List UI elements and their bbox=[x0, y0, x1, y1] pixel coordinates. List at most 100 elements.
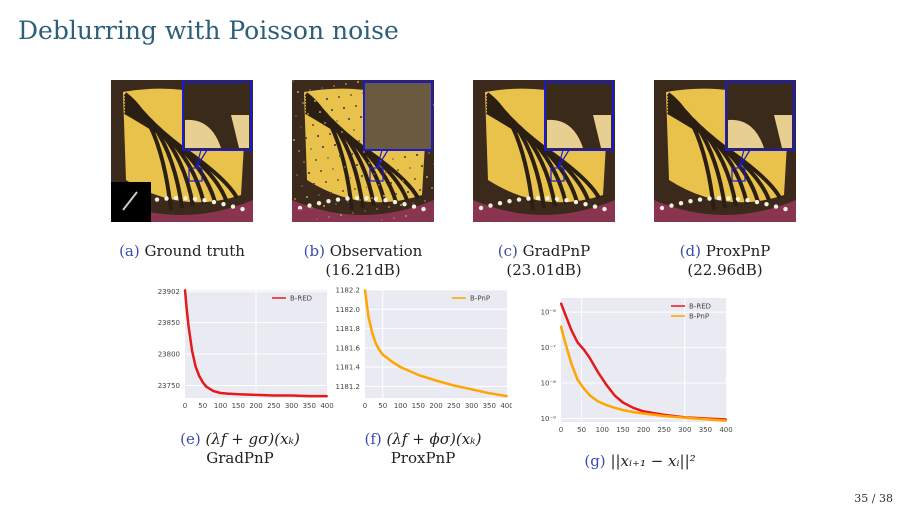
data-point bbox=[205, 385, 208, 388]
inset-yellow bbox=[774, 115, 792, 148]
x-tick-label: 200 bbox=[637, 426, 650, 434]
caption-text: Ground truth bbox=[144, 242, 245, 260]
x-tick-label: 250 bbox=[657, 426, 670, 434]
slide-title: Deblurring with Poisson noise bbox=[18, 16, 399, 45]
caption-label: (g) bbox=[584, 452, 606, 470]
zoom-region-box bbox=[188, 167, 203, 182]
noise-pixel bbox=[350, 94, 352, 96]
plot-area bbox=[559, 298, 727, 422]
noise-pixel bbox=[297, 91, 299, 93]
wing-spot bbox=[688, 198, 693, 204]
data-point bbox=[725, 419, 727, 422]
zoom-region-box bbox=[731, 167, 746, 182]
x-tick-label: 400 bbox=[500, 402, 512, 410]
noise-pixel bbox=[358, 140, 360, 142]
inset-yellow bbox=[547, 119, 583, 148]
noise-pixel bbox=[333, 85, 335, 87]
wing-spot bbox=[669, 203, 674, 208]
data-point bbox=[597, 400, 600, 403]
noise-pixel bbox=[349, 177, 351, 179]
noise-pixel bbox=[355, 105, 357, 107]
caption-formula: (λf + gσ)(xₖ) bbox=[205, 430, 300, 448]
data-point bbox=[582, 348, 585, 351]
caption-psnr: (16.21dB) bbox=[325, 261, 401, 279]
x-tick-label: 200 bbox=[249, 402, 262, 410]
wing-spot bbox=[192, 196, 198, 202]
data-point bbox=[390, 360, 393, 363]
data-point bbox=[364, 289, 366, 291]
noise-pixel bbox=[353, 129, 355, 131]
noise-pixel bbox=[346, 142, 348, 144]
x-tick-label: 300 bbox=[678, 426, 691, 434]
x-tick-label: 400 bbox=[320, 402, 333, 410]
noise-pixel bbox=[400, 204, 402, 206]
noise-pixel bbox=[393, 217, 395, 219]
caption-a: (a) Ground truth bbox=[107, 242, 257, 261]
x-tick-label: 250 bbox=[447, 402, 460, 410]
zoom-inset bbox=[725, 81, 795, 151]
zoom-connector bbox=[557, 149, 570, 169]
zoom-inset bbox=[544, 81, 614, 151]
y-tick-label: 10⁻⁸ bbox=[541, 380, 557, 388]
x-tick-label: 50 bbox=[378, 402, 387, 410]
noise-pixel bbox=[344, 166, 346, 168]
noise-pixel bbox=[319, 111, 321, 113]
noise-pixel bbox=[419, 189, 421, 191]
data-point bbox=[588, 394, 591, 397]
data-point bbox=[488, 392, 491, 395]
wing-spot bbox=[316, 201, 322, 206]
caption-d: (d) ProxPnP (22.96dB) bbox=[650, 242, 800, 280]
x-tick-label: 0 bbox=[183, 402, 187, 410]
caption-label: (f) bbox=[364, 430, 382, 448]
y-tick-label: 23902 bbox=[158, 288, 180, 296]
noise-pixel bbox=[322, 146, 324, 148]
data-point bbox=[219, 391, 222, 394]
wing-spot bbox=[221, 201, 226, 207]
x-tick-label: 0 bbox=[363, 402, 367, 410]
wing-spot bbox=[659, 205, 665, 211]
zoom-connector bbox=[557, 149, 564, 169]
noise-pixel bbox=[316, 218, 318, 220]
data-point bbox=[435, 379, 437, 382]
caption-label: (b) bbox=[303, 242, 325, 260]
wing-spot bbox=[230, 204, 236, 209]
data-point bbox=[308, 395, 311, 398]
y-tick-label: 10⁻⁹ bbox=[541, 415, 557, 423]
data-point bbox=[374, 342, 377, 345]
wing-spot bbox=[354, 195, 360, 201]
zoom-region-box bbox=[369, 167, 384, 182]
wing-spot bbox=[183, 195, 188, 201]
caption-c: (c) GradPnP (23.01dB) bbox=[469, 242, 619, 280]
wing-spot bbox=[345, 196, 350, 201]
noise-pixel bbox=[390, 182, 392, 184]
plot-area bbox=[363, 289, 508, 398]
noise-pixel bbox=[294, 198, 296, 200]
wing-spot bbox=[526, 196, 531, 201]
wing-vein bbox=[666, 101, 749, 205]
caption-text: Observation bbox=[329, 242, 423, 260]
noise-pixel bbox=[329, 133, 331, 135]
zoom-connector bbox=[376, 149, 383, 169]
noise-pixel bbox=[305, 137, 307, 139]
wing-spot bbox=[364, 195, 369, 201]
data-point bbox=[185, 309, 188, 312]
data-point bbox=[582, 387, 585, 390]
data-point bbox=[632, 406, 635, 409]
noise-pixel bbox=[369, 221, 371, 222]
wing-spot bbox=[402, 201, 407, 207]
wing-spot bbox=[488, 203, 493, 208]
noise-pixel bbox=[318, 194, 320, 196]
wing-vein bbox=[123, 110, 239, 199]
noise-pixel bbox=[293, 139, 295, 141]
data-point bbox=[632, 411, 635, 414]
noise-pixel bbox=[299, 209, 301, 211]
inset-yellow bbox=[185, 119, 221, 148]
data-point bbox=[704, 418, 707, 421]
x-tick-label: 400 bbox=[719, 426, 732, 434]
butterfly-image bbox=[292, 80, 434, 222]
noise-pixel bbox=[326, 98, 328, 100]
noise-pixel bbox=[340, 214, 342, 216]
noise-pixel bbox=[330, 192, 332, 194]
noise-pixel bbox=[376, 208, 378, 210]
blur-kernel bbox=[122, 191, 138, 211]
